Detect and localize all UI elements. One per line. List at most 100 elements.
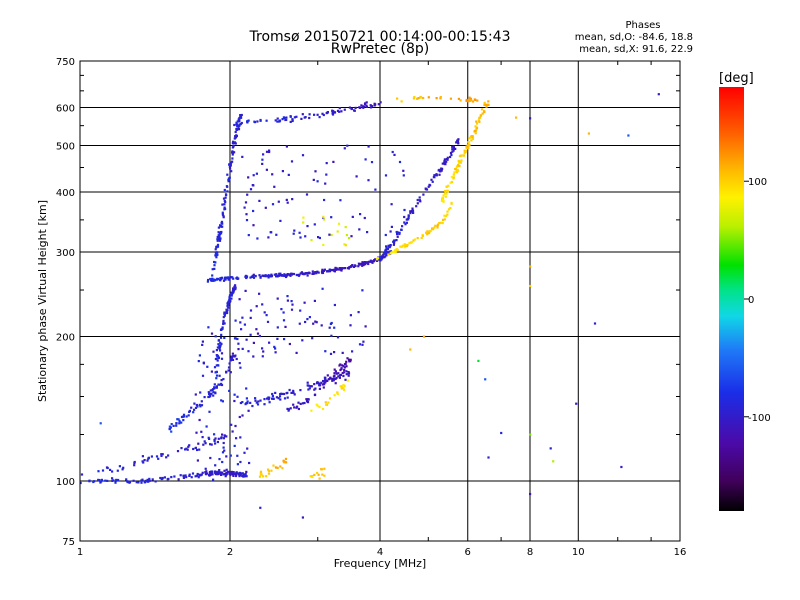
data-point <box>220 342 223 345</box>
y-tick-label: 300 <box>56 248 75 259</box>
data-point <box>239 123 242 126</box>
data-point <box>467 141 470 144</box>
data-point <box>404 245 407 248</box>
data-point <box>249 188 253 191</box>
data-point <box>222 437 225 440</box>
data-point <box>284 325 287 328</box>
data-point <box>322 380 325 383</box>
data-point <box>338 267 341 270</box>
data-point <box>317 271 320 274</box>
data-point <box>310 385 313 388</box>
data-point <box>233 141 237 144</box>
data-point <box>283 461 286 464</box>
data-point <box>333 268 336 271</box>
data-point <box>282 274 285 277</box>
data-point <box>261 303 264 306</box>
data-point <box>440 169 443 172</box>
data-point <box>290 308 294 311</box>
data-point <box>221 211 224 214</box>
data-point <box>386 250 389 253</box>
data-point <box>339 385 342 388</box>
data-point <box>398 231 401 234</box>
data-point <box>447 208 451 211</box>
data-point <box>201 436 204 439</box>
data-point <box>160 453 163 456</box>
data-point <box>436 224 439 227</box>
data-point <box>549 447 552 450</box>
data-point <box>237 348 240 351</box>
data-point <box>303 301 306 304</box>
data-point <box>398 160 402 164</box>
y-tick-label: 750 <box>56 57 75 68</box>
data-point <box>340 385 343 388</box>
data-point <box>358 263 361 266</box>
data-point <box>229 359 232 362</box>
data-point <box>232 355 235 358</box>
data-point <box>459 161 462 164</box>
data-point <box>382 253 385 256</box>
data-point <box>290 300 293 303</box>
data-point <box>457 163 460 167</box>
data-point <box>252 276 256 279</box>
data-point <box>160 454 163 457</box>
x-tick-label: 6 <box>465 547 471 558</box>
data-point <box>391 150 394 154</box>
data-point <box>330 216 333 219</box>
data-point <box>339 373 342 376</box>
data-point <box>333 372 336 375</box>
data-point <box>279 465 282 468</box>
data-point <box>390 203 393 206</box>
data-point <box>211 388 215 391</box>
data-point <box>428 232 431 235</box>
data-point <box>256 332 260 335</box>
data-point <box>403 221 406 224</box>
data-point <box>402 174 405 177</box>
data-point <box>170 476 173 479</box>
data-point <box>313 393 316 397</box>
data-point <box>318 384 321 387</box>
data-point <box>216 359 219 362</box>
data-point <box>226 303 229 306</box>
data-point <box>231 430 234 433</box>
data-point <box>259 506 262 509</box>
data-point <box>416 198 419 202</box>
data-point <box>246 447 249 450</box>
data-point <box>330 268 334 272</box>
data-point <box>477 359 480 362</box>
data-point <box>384 248 387 251</box>
data-point <box>278 272 281 275</box>
data-point <box>237 118 240 121</box>
data-point <box>388 246 391 249</box>
data-point <box>445 185 448 188</box>
data-point <box>222 322 225 325</box>
data-point <box>196 448 199 452</box>
data-point <box>222 197 226 200</box>
data-point <box>133 461 136 465</box>
data-point <box>202 443 205 446</box>
data-point <box>219 232 223 235</box>
data-point <box>311 337 314 340</box>
data-point <box>289 115 292 118</box>
data-point <box>529 117 532 120</box>
data-point <box>233 151 236 154</box>
data-point <box>216 243 220 246</box>
data-point <box>191 472 195 475</box>
data-point <box>268 149 271 152</box>
data-point <box>330 334 333 337</box>
data-point <box>261 162 264 165</box>
data-point <box>286 274 289 277</box>
data-point <box>228 297 231 300</box>
data-point <box>228 165 231 169</box>
data-point <box>575 402 578 405</box>
data-point <box>223 206 226 209</box>
data-point <box>394 251 397 254</box>
data-point <box>194 406 198 409</box>
data-point <box>196 459 199 462</box>
data-point <box>399 245 402 248</box>
data-point <box>334 266 337 269</box>
data-point <box>306 318 309 321</box>
data-point <box>222 441 225 445</box>
data-point <box>465 99 468 102</box>
data-point <box>223 277 226 280</box>
data-point <box>425 231 428 234</box>
